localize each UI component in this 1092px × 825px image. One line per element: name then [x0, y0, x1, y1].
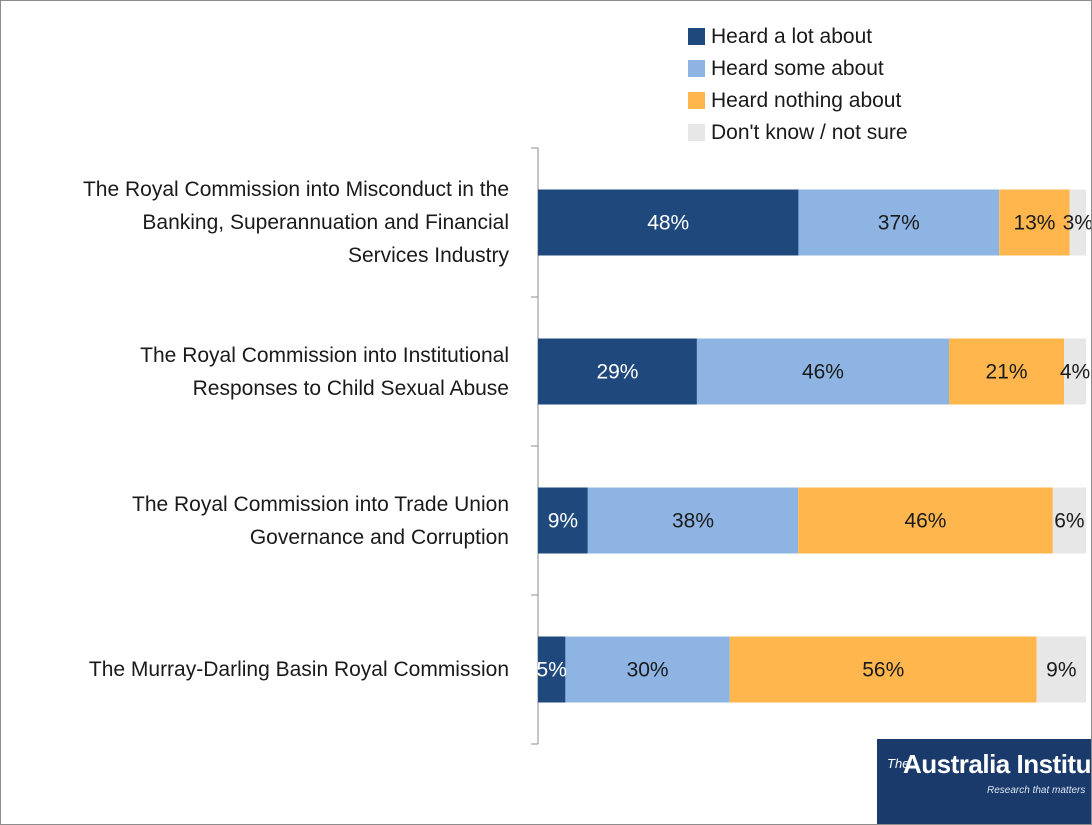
category-label: The Royal Commission into Trade Union Go…	[132, 492, 509, 549]
data-label: 46%	[802, 361, 844, 384]
bar-heard-nothing-about	[798, 487, 1053, 554]
data-label: 4%	[1060, 361, 1090, 384]
data-label: 30%	[627, 659, 669, 682]
legend-swatch-heard-some-about	[688, 60, 705, 77]
australia-institute-logo: The Australia Institute Research that ma…	[877, 739, 1091, 824]
legend-label-heard-a-lot-about: Heard a lot about	[711, 25, 872, 48]
bar-heard-a-lot-about	[538, 636, 566, 703]
bar-don-t-know-not-sure	[1069, 189, 1086, 256]
data-label: 29%	[596, 361, 638, 384]
bar-heard-a-lot-about	[538, 189, 799, 256]
bar-don-t-know-not-sure	[1036, 636, 1086, 703]
bar-heard-a-lot-about	[538, 487, 588, 554]
category-axis	[531, 147, 539, 745]
data-labels: 48% 37% 13% 3% 29% 46% 21% 4% 9% 38% 46% 6% 5% 30% 56%…	[537, 212, 1092, 682]
legend-swatch-heard-a-lot-about	[688, 28, 705, 45]
logo-tagline: Research that matters	[987, 785, 1086, 796]
logo-name: Australia Institute	[903, 749, 1091, 779]
bar-don-t-know-not-sure	[1052, 487, 1086, 554]
legend-swatch-heard-nothing-about	[688, 92, 705, 109]
category-label: The Royal Commission into Institutional …	[140, 343, 509, 400]
data-label: 48%	[647, 212, 689, 235]
data-label: 5%	[537, 659, 567, 682]
bar-heard-some-about	[565, 636, 730, 703]
bar-heard-nothing-about	[999, 189, 1070, 256]
legend: Heard a lot about Heard some about Heard n…	[688, 25, 908, 144]
bar-heard-nothing-about	[949, 338, 1065, 405]
bars	[538, 189, 1086, 703]
category-label: The Murray-Darling Basin Royal Commissio…	[88, 658, 509, 681]
bar-don-t-know-not-sure	[1064, 338, 1086, 405]
legend-label-heard-nothing-about: Heard nothing about	[711, 89, 901, 112]
data-label: 46%	[904, 510, 946, 533]
data-label: 21%	[986, 361, 1028, 384]
data-label: 9%	[1046, 659, 1076, 682]
category-label: The Royal Commission into Misconduct in …	[82, 178, 509, 267]
bar-heard-some-about	[696, 338, 949, 405]
data-label: 13%	[1013, 212, 1055, 235]
data-label: 6%	[1054, 510, 1084, 533]
logo-prefix: The	[887, 756, 910, 771]
data-label: 37%	[878, 212, 920, 235]
bar-heard-nothing-about	[729, 636, 1037, 703]
data-label: 56%	[862, 659, 904, 682]
data-label: 9%	[548, 510, 578, 533]
data-label: 3%	[1063, 212, 1092, 235]
data-label: 38%	[672, 510, 714, 533]
bar-heard-a-lot-about	[538, 338, 697, 405]
legend-label-heard-some-about: Heard some about	[711, 57, 884, 80]
legend-label-don-t-know-not-sure: Don't know / not sure	[711, 121, 908, 144]
bar-heard-some-about	[798, 189, 1000, 256]
legend-swatch-don-t-know-not-sure	[688, 124, 705, 141]
bar-heard-some-about	[587, 487, 799, 554]
